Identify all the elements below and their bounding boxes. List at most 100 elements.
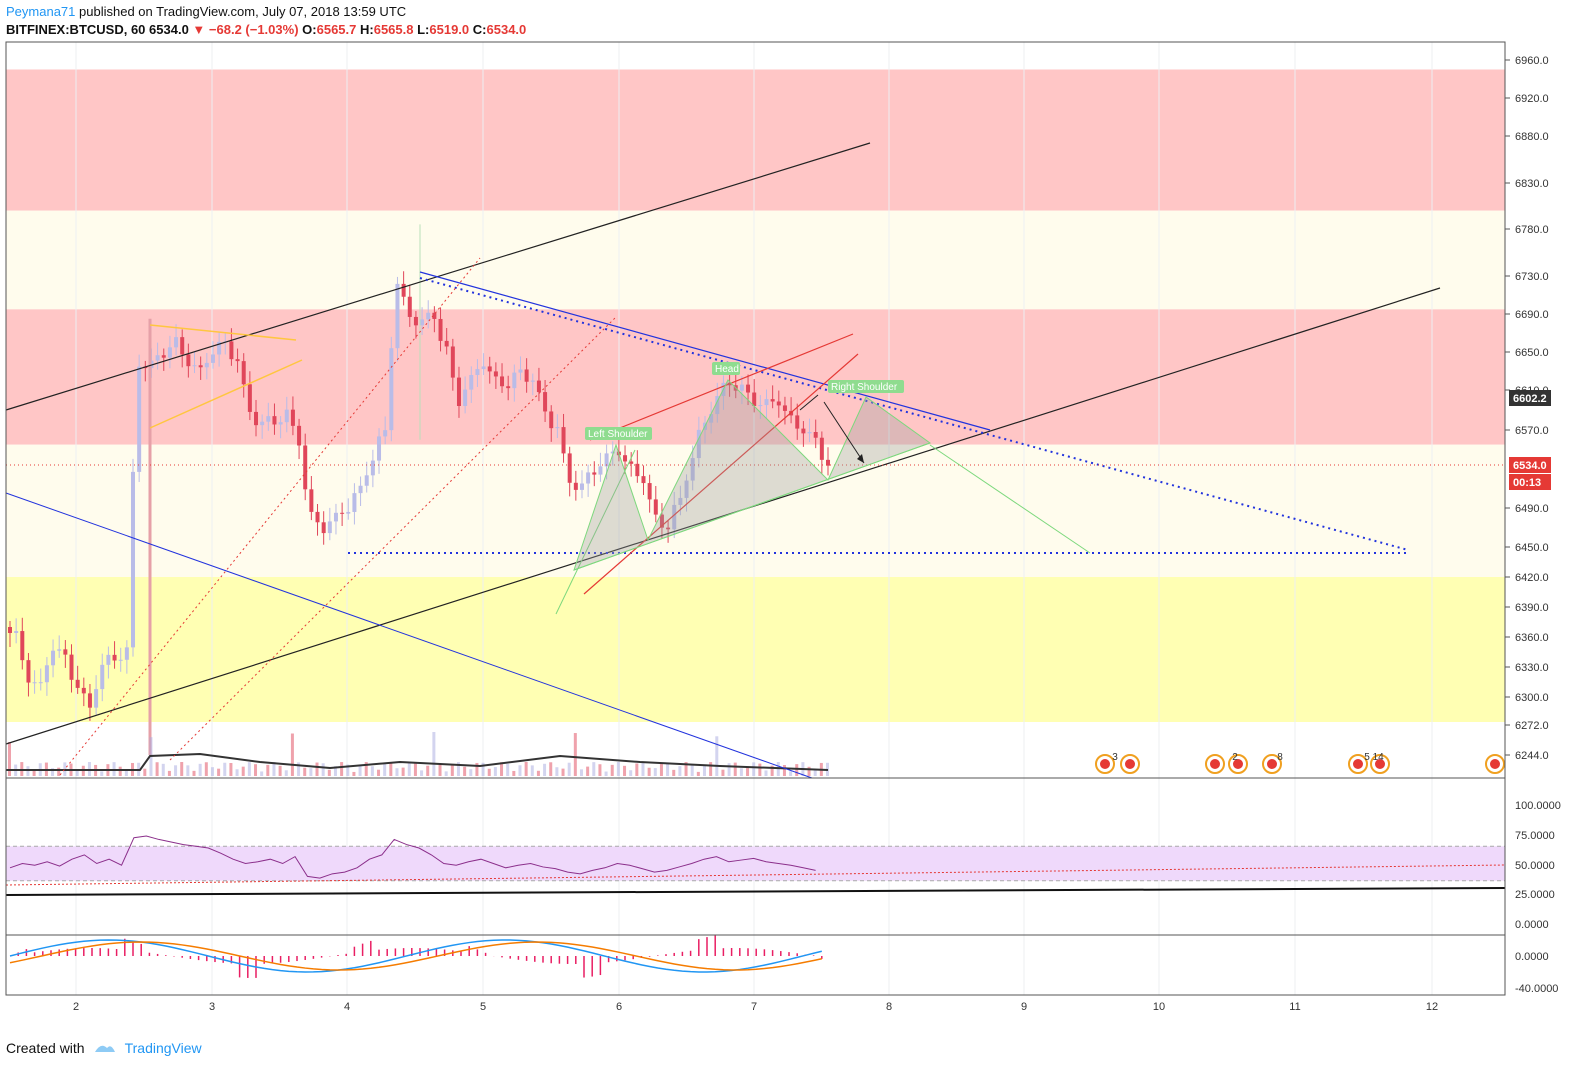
close-value: 6534.0 xyxy=(486,22,527,37)
volume-bar xyxy=(616,762,620,776)
volume-bar xyxy=(579,769,583,776)
price-tag-mark: 6602.2 xyxy=(1513,393,1547,405)
volume-bar xyxy=(807,766,811,776)
volume-bar xyxy=(696,771,700,776)
axes: 6960.0 6920.0 6880.0 6830.0 6780.0 6730.0 6690… xyxy=(5,41,1551,1013)
candle-body xyxy=(346,511,351,514)
candle-body xyxy=(303,445,308,490)
candle-body xyxy=(801,428,806,434)
rsi-tick-label: 50.0000 xyxy=(1515,860,1555,872)
volume-bar xyxy=(813,769,817,776)
yellow-line-1 xyxy=(149,324,297,341)
label-right_shoulder: Right Shoulder xyxy=(831,382,898,393)
candle-body xyxy=(826,459,830,466)
volume-bar xyxy=(746,767,750,776)
volume-bar xyxy=(297,762,301,776)
candle-body xyxy=(530,380,535,382)
volume-bar xyxy=(426,765,430,776)
candle-body xyxy=(260,421,265,426)
candle-body xyxy=(137,366,142,472)
candle-body xyxy=(106,654,111,665)
candle-body xyxy=(217,341,222,355)
candle-body xyxy=(463,389,468,406)
volume-bar xyxy=(573,733,577,776)
volume-bar xyxy=(469,769,473,776)
price-tick-label: 6450.0 xyxy=(1515,542,1549,554)
change: ▼ −68.2 (−1.03%) xyxy=(192,22,299,37)
candle-body xyxy=(610,451,615,454)
candle-body xyxy=(57,649,62,651)
volume-bar xyxy=(413,763,417,776)
volume-bar xyxy=(389,762,393,776)
candle-body xyxy=(561,427,566,454)
tradingview-link[interactable]: TradingView xyxy=(124,1040,202,1056)
volume-bar xyxy=(463,766,467,776)
candle-body xyxy=(444,340,449,347)
volume-bar xyxy=(500,762,504,776)
volume-bar xyxy=(543,763,547,776)
created-with-label: Created with xyxy=(6,1040,85,1056)
x-tick-label: 12 xyxy=(1426,1001,1438,1013)
author-link[interactable]: Peymana71 xyxy=(6,4,76,19)
macd-tick-label: 0.0000 xyxy=(1515,951,1549,963)
macd-tick-label: -40.0000 xyxy=(1515,983,1558,995)
volume-bar xyxy=(623,765,627,776)
volume-bar xyxy=(223,762,227,776)
candle-body xyxy=(204,362,209,368)
volume-bar xyxy=(401,767,405,776)
candle-body xyxy=(493,371,498,377)
candle-body xyxy=(254,411,259,426)
volume-bar xyxy=(75,770,79,776)
candle-body xyxy=(87,693,92,708)
volume-bar xyxy=(315,762,319,776)
candle-body xyxy=(543,392,548,412)
candle-body xyxy=(506,386,511,389)
candle-body xyxy=(340,512,345,514)
volume-bar xyxy=(290,733,294,776)
candle-body xyxy=(635,463,640,477)
volume-bar xyxy=(598,764,602,776)
volume-bar xyxy=(155,762,159,776)
volume-bar xyxy=(241,766,245,776)
volume-bar xyxy=(604,771,608,776)
price-tick-label: 6570.0 xyxy=(1515,425,1549,437)
volume-bar xyxy=(186,765,190,776)
trend-drawings xyxy=(5,142,1505,779)
flag-event-icon-inner xyxy=(1100,759,1110,769)
arrow-head xyxy=(857,454,864,463)
candle-body xyxy=(641,476,646,484)
candle-body xyxy=(758,405,763,407)
price-tag-mark-bg xyxy=(1509,390,1551,406)
candle-body xyxy=(813,432,818,438)
volume-bar xyxy=(764,770,768,776)
candle-body xyxy=(377,436,382,461)
symbol: BITFINEX:BTCUSD, 60 xyxy=(6,22,146,37)
zone-support-2 xyxy=(6,577,1505,722)
volume-bar xyxy=(727,763,731,776)
candle-body xyxy=(247,384,252,412)
price-tick-label: 6830.0 xyxy=(1515,178,1549,190)
volume-bar xyxy=(536,770,540,776)
rsi-panel: 100.0000 75.0000 50.0000 25.0000 xyxy=(5,800,1561,901)
candle-body xyxy=(555,427,560,429)
volume-bar xyxy=(174,765,178,776)
volume-bar xyxy=(235,769,239,776)
rsi-line xyxy=(9,835,816,879)
candle-body xyxy=(481,366,486,370)
label-head-bg xyxy=(712,362,740,375)
arrow-down xyxy=(823,401,865,464)
x-tick-label: 2 xyxy=(73,1001,79,1013)
event-badges[interactable]: 3 2 8 5 14 xyxy=(1095,752,1505,774)
candle-body xyxy=(549,411,554,429)
candle-body xyxy=(51,650,56,666)
volume-bar xyxy=(782,765,786,776)
volume-bar xyxy=(346,764,350,776)
volume-bar xyxy=(721,769,725,776)
volume-bar xyxy=(709,762,713,776)
candle-body xyxy=(8,627,12,633)
candle-body xyxy=(112,654,117,661)
candle-body xyxy=(235,359,240,362)
flag-event-icon-inner xyxy=(1233,759,1243,769)
candle-body xyxy=(327,521,332,534)
wedge-top-line xyxy=(419,271,991,431)
